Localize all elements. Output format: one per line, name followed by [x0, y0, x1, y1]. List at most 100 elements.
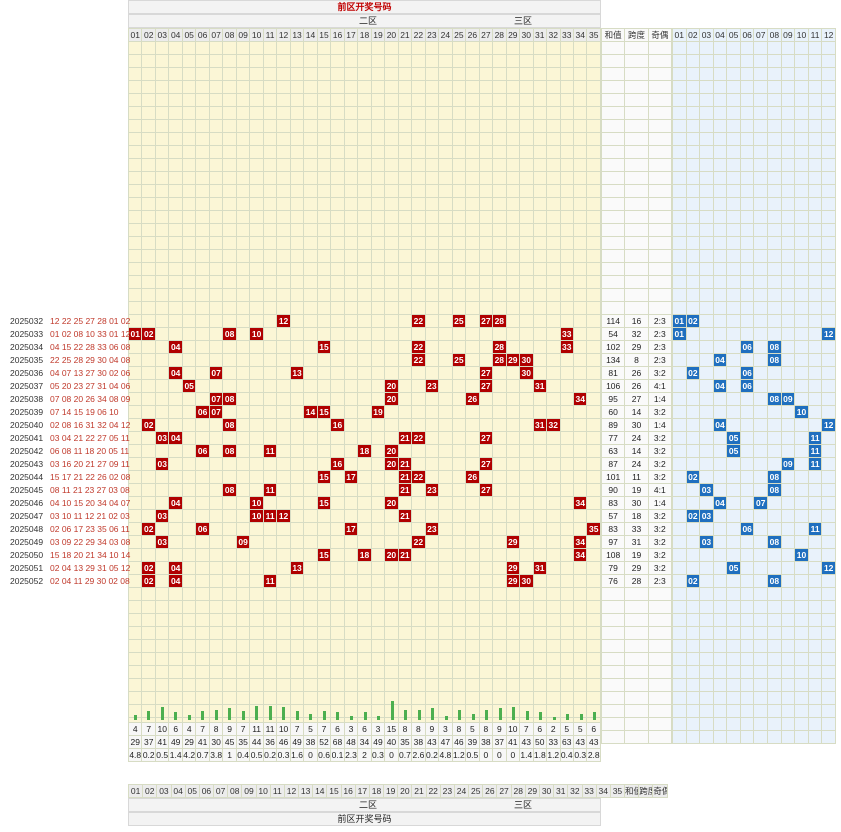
grid-cell [492, 158, 507, 172]
grid-cell [411, 457, 426, 471]
blue-cell [712, 665, 728, 679]
red-ball: 27 [478, 483, 494, 497]
grid-cell [411, 327, 426, 341]
blue-cell [726, 392, 741, 406]
blue-cell [726, 704, 741, 718]
red-ball: 21 [397, 509, 413, 523]
blue-cell [726, 262, 741, 276]
blue-cell [794, 171, 809, 185]
blue-row: 02 06 [672, 366, 836, 380]
grid-cell [424, 444, 440, 458]
blue-cell [821, 236, 836, 250]
grid-cell [478, 535, 494, 549]
grid-cell [181, 548, 197, 562]
grid-cell [424, 210, 440, 224]
footer-col-header: 11 [269, 784, 285, 798]
grid-cell [235, 548, 251, 562]
grid-cell [451, 561, 467, 575]
grid-cell [262, 158, 278, 172]
grid-cell [492, 197, 507, 211]
grid-cell [545, 652, 561, 666]
grid-cell [384, 418, 399, 432]
grid-cell [559, 379, 575, 393]
grid-cell [519, 67, 534, 81]
side-cell: 54 [600, 327, 626, 341]
side-row: 79 29 3:2 [600, 561, 673, 575]
blue-cell [672, 301, 687, 315]
grid-cell [478, 444, 494, 458]
side-cell: 27 [624, 392, 649, 406]
grid-cell [276, 54, 291, 68]
blue-cell [739, 132, 755, 146]
grid-cell [262, 665, 278, 679]
stats-cell: 63 [559, 735, 575, 749]
grid-cell [154, 626, 170, 640]
grid-cell [384, 613, 399, 627]
grid-cell [222, 288, 237, 302]
grid-cell [572, 405, 588, 419]
stats-cell: 4 [127, 722, 143, 736]
grid-cell [303, 223, 318, 237]
blue-cell [753, 93, 769, 107]
grid-cell [127, 171, 143, 185]
blue-cell [780, 496, 796, 510]
grid-cell [397, 80, 413, 94]
blue-cell [726, 80, 741, 94]
grid-cell [478, 509, 494, 523]
blue-cell [699, 353, 714, 367]
grid-cell [586, 405, 601, 419]
grid-cell [532, 392, 548, 406]
grid-cell [370, 561, 386, 575]
grid-cell [208, 483, 224, 497]
grid-cell [532, 275, 548, 289]
grid-cell [438, 210, 453, 224]
side-cell: 3:2 [647, 457, 673, 471]
grid-cell [586, 184, 601, 198]
grid-cell [181, 340, 197, 354]
grid-cell [222, 366, 237, 380]
grid-cell [154, 613, 170, 627]
grid-cell [397, 613, 413, 627]
grid-cell [545, 41, 561, 55]
grid-cell [586, 119, 601, 133]
red-ball: 17 [343, 522, 359, 536]
grid-cell [303, 379, 318, 393]
grid-cell [316, 665, 332, 679]
blue-cell [726, 548, 741, 562]
grid-cell [411, 197, 426, 211]
blue-cell [780, 301, 796, 315]
grid-cell [505, 158, 521, 172]
stats-cell: 52 [316, 735, 332, 749]
red-ball: 07 [208, 392, 224, 406]
blue-row [672, 275, 836, 289]
grid-cell [154, 132, 170, 146]
grid-cell [586, 275, 601, 289]
issue-number: 2025044 [10, 472, 44, 482]
blue-cell [767, 236, 782, 250]
grid-cell [492, 288, 507, 302]
grid-cell [235, 405, 251, 419]
blue-cell [672, 535, 687, 549]
blue-cell [753, 483, 769, 497]
grid-cell [586, 574, 601, 588]
red-ball: 25 [451, 314, 467, 328]
grid-cell [411, 132, 426, 146]
blue-cell [794, 522, 809, 536]
side-cell [624, 262, 649, 276]
blue-cell [807, 145, 823, 159]
grid-cell [181, 509, 197, 523]
blue-cell [739, 41, 755, 55]
grid-cell [343, 197, 359, 211]
blue-cell [739, 80, 755, 94]
grid-cell [316, 223, 332, 237]
grid-cell [465, 522, 480, 536]
blue-cell [753, 730, 769, 744]
blue-cell [780, 67, 796, 81]
grid-cell [505, 379, 521, 393]
grid-row: 22 25 28 29 30 [127, 353, 601, 367]
grid-cell [424, 197, 440, 211]
blue-cell [753, 665, 769, 679]
blue-cell [753, 106, 769, 120]
grid-cell [438, 54, 453, 68]
grid-cell [397, 691, 413, 705]
